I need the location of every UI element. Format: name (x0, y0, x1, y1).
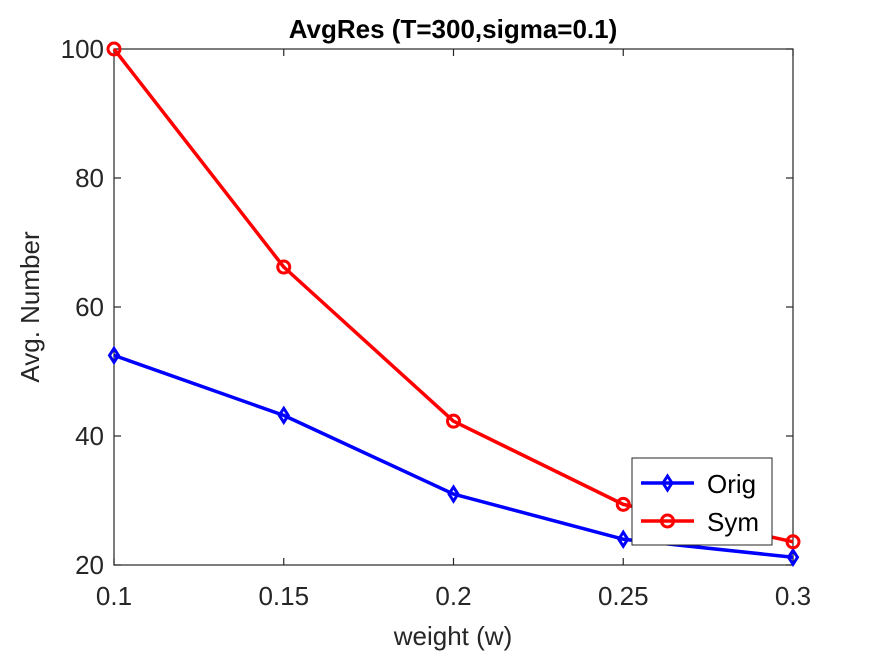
legend-sym-marker (660, 513, 675, 529)
tick-labels: 0.1 0.15 0.2 0.25 0.3 20 40 60 80 100 (61, 34, 811, 611)
legend: Orig Sym (631, 457, 773, 546)
y-tick-label: 60 (75, 292, 104, 322)
x-tick-label: 0.1 (96, 581, 132, 611)
legend-orig-label: Orig (707, 469, 756, 499)
data-point-sym (446, 413, 461, 429)
legend-sym-label: Sym (707, 507, 759, 537)
x-tick-label: 0.25 (598, 581, 649, 611)
data-point-orig (447, 484, 460, 504)
x-tick-label: 0.2 (435, 581, 471, 611)
legend-box (631, 457, 773, 546)
data-point-orig (786, 547, 800, 568)
y-tick-label: 20 (75, 550, 104, 580)
x-axis-label: weight (w) (393, 621, 512, 651)
data-point-orig (277, 405, 291, 426)
data-point-sym (615, 496, 631, 512)
y-tick-label: 100 (61, 34, 104, 64)
x-tick-label: 0.3 (775, 581, 811, 611)
legend-orig-marker (661, 473, 674, 493)
chart-title: AvgRes (T=300,sigma=0.1) (289, 14, 618, 44)
y-tick-label: 40 (75, 421, 104, 451)
y-axis-label: Avg. Number (15, 231, 45, 383)
data-point-sym (276, 259, 292, 275)
data-point-sym (106, 41, 122, 57)
x-tick-label: 0.15 (258, 581, 309, 611)
axis-ticks (113, 48, 794, 566)
data-point-orig (107, 345, 121, 366)
data-point-orig (616, 529, 630, 549)
y-tick-label: 80 (75, 163, 104, 193)
data-point-sym (785, 534, 801, 550)
